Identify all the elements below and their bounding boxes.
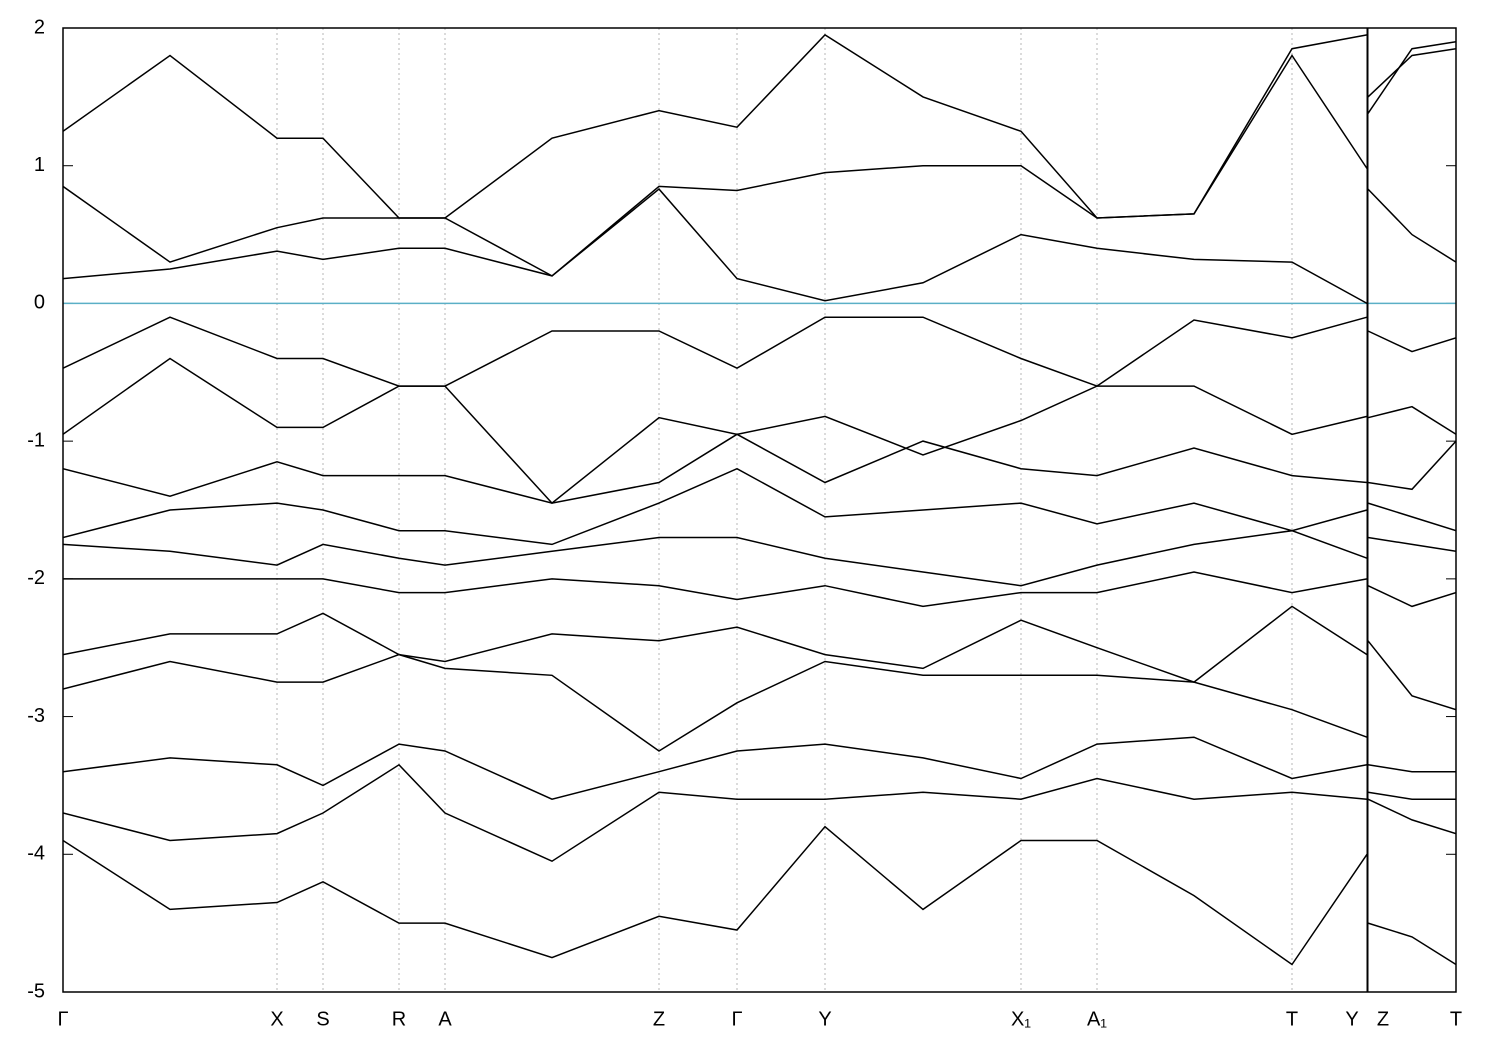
x-tick-label: T bbox=[1450, 1008, 1462, 1030]
band bbox=[63, 357, 1456, 505]
band bbox=[63, 316, 1456, 387]
y-tick-label: -4 bbox=[27, 843, 45, 865]
band bbox=[63, 467, 1456, 546]
y-tick-label: 0 bbox=[34, 292, 45, 314]
band bbox=[63, 571, 1456, 608]
band bbox=[63, 763, 1456, 863]
y-tick-label: 1 bbox=[34, 154, 45, 176]
band bbox=[63, 653, 1456, 773]
band bbox=[63, 433, 1456, 504]
band bbox=[63, 33, 1456, 219]
x-tick-label: Z bbox=[653, 1008, 665, 1030]
x-tick-label: A₁ bbox=[1087, 1008, 1107, 1030]
x-tick-label: S bbox=[316, 1008, 329, 1030]
plot-frame bbox=[62, 27, 1457, 993]
y-tick-label: -5 bbox=[27, 980, 45, 1002]
x-tick-label: R bbox=[392, 1008, 406, 1030]
band bbox=[63, 188, 1456, 305]
band bbox=[63, 605, 1456, 711]
x-tick-label: Z bbox=[1377, 1008, 1389, 1030]
x-tick-label: Y bbox=[1345, 1008, 1358, 1030]
x-tick-label: X₁ bbox=[1011, 1008, 1031, 1030]
x-tick-label: Γ bbox=[57, 1008, 68, 1030]
x-tick-label: Y bbox=[818, 1008, 831, 1030]
band bbox=[63, 529, 1456, 587]
x-tick-label: A bbox=[438, 1008, 452, 1030]
x-tick-label: T bbox=[1286, 1008, 1298, 1030]
y-tick-label: -3 bbox=[27, 705, 45, 727]
band bbox=[63, 41, 1456, 277]
band bbox=[63, 736, 1456, 800]
y-tick-label: 2 bbox=[34, 16, 45, 38]
x-tick-label: Γ bbox=[731, 1008, 742, 1030]
band bbox=[63, 825, 1456, 966]
x-tick-label: X bbox=[270, 1008, 283, 1030]
y-tick-label: -2 bbox=[27, 567, 45, 589]
y-tick-label: -1 bbox=[27, 429, 45, 451]
